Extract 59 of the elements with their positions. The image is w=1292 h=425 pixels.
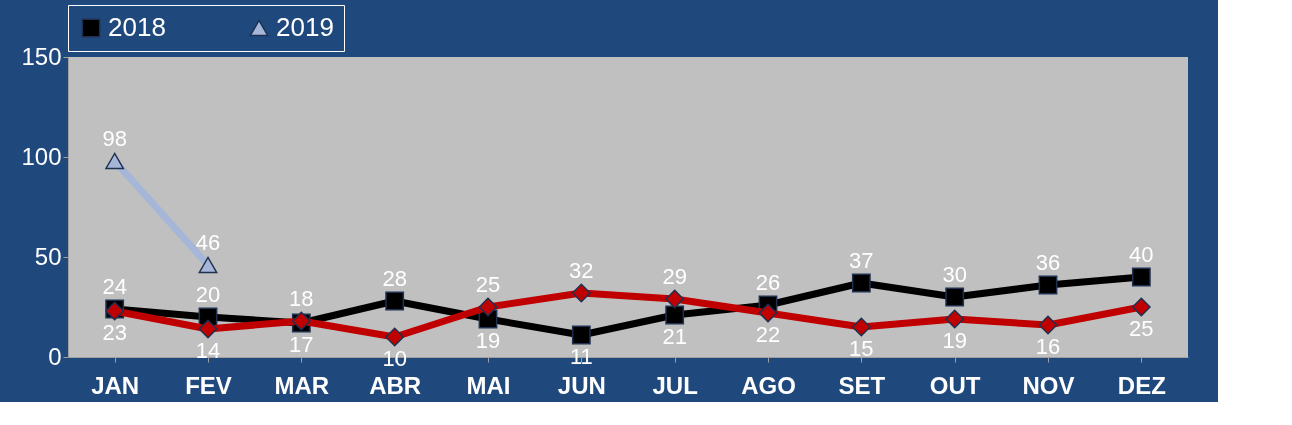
point <box>571 283 591 303</box>
x-tick-label: SET <box>838 371 886 399</box>
data-label: 23 <box>102 320 127 345</box>
y-tick-label: 0 <box>48 342 62 370</box>
data-label: 19 <box>942 328 967 353</box>
data-label: 14 <box>195 338 221 363</box>
y-tick-label: 150 <box>21 42 62 70</box>
x-tick-label: JAN <box>91 371 140 399</box>
data-label: 25 <box>475 272 501 297</box>
point <box>945 287 965 307</box>
x-tick-label: FEV <box>185 371 232 399</box>
data-label: 22 <box>755 322 781 347</box>
legend-label: 2019 <box>276 12 334 42</box>
point <box>478 297 498 317</box>
point <box>385 327 405 347</box>
data-label: 17 <box>289 332 314 357</box>
point <box>1038 315 1058 335</box>
point <box>385 291 405 311</box>
data-label: 32 <box>569 258 594 283</box>
point <box>665 289 685 309</box>
data-label: 36 <box>1035 250 1061 275</box>
x-tick-label: ABR <box>369 371 422 399</box>
point <box>198 319 218 339</box>
data-label: 46 <box>195 230 221 255</box>
data-label: 26 <box>755 270 781 295</box>
data-label: 28 <box>382 266 407 291</box>
x-tick-label: JUN <box>557 371 606 399</box>
point <box>851 273 871 293</box>
data-label: 37 <box>849 248 874 273</box>
y-tick-label: 100 <box>21 142 62 170</box>
x-tick-label: AGO <box>741 371 796 399</box>
point <box>758 303 778 323</box>
data-label: 25 <box>1129 316 1154 341</box>
point <box>945 309 965 329</box>
data-label: 21 <box>662 324 687 349</box>
data-label: 98 <box>102 126 127 151</box>
data-label: 19 <box>475 328 501 353</box>
x-tick-label: JUL <box>652 371 698 399</box>
data-label: 24 <box>102 274 127 299</box>
point <box>665 305 685 325</box>
data-label: 16 <box>1035 334 1061 359</box>
data-label: 40 <box>1129 242 1154 267</box>
legend-label: 2018 <box>108 12 166 42</box>
point <box>1131 297 1151 317</box>
x-tick-label: DEZ <box>1117 371 1166 399</box>
data-label: 18 <box>289 286 314 311</box>
data-label: 15 <box>849 336 874 361</box>
y-tick-label: 50 <box>34 242 62 270</box>
point <box>851 317 871 337</box>
x-tick-label: NOV <box>1022 371 1075 399</box>
point <box>1131 267 1151 287</box>
x-tick-label: OUT <box>929 371 981 399</box>
data-label: 20 <box>195 282 221 307</box>
data-label: 30 <box>942 262 967 287</box>
x-tick-label: MAI <box>466 371 511 399</box>
point <box>1038 275 1058 295</box>
point <box>571 325 591 345</box>
data-label: 29 <box>662 264 687 289</box>
x-tick-label: MAR <box>274 371 330 399</box>
